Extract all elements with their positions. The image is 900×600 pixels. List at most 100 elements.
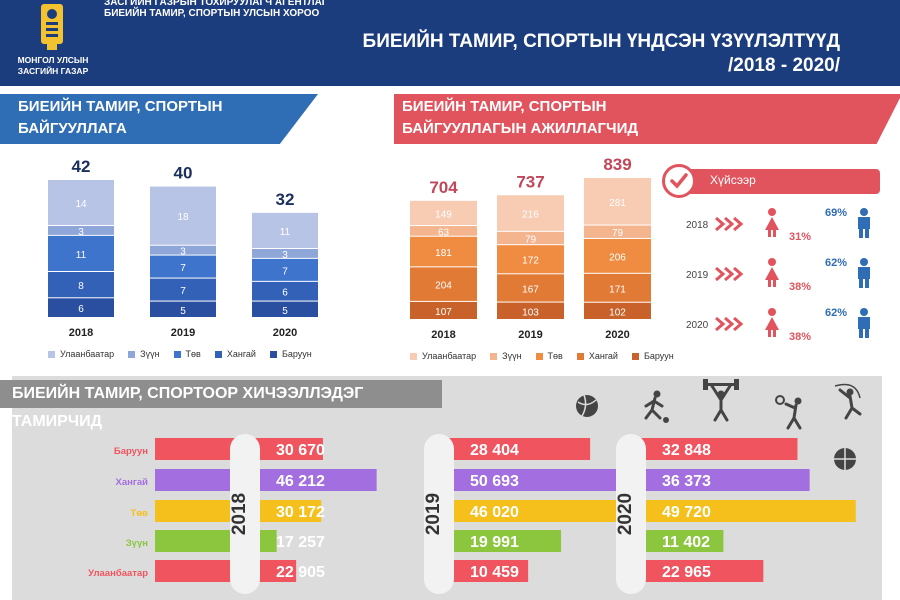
segment-value-label: 172	[522, 256, 539, 267]
x-tick-label: 2019	[171, 327, 195, 339]
female-icon	[765, 267, 779, 280]
segment-value-label: 14	[75, 199, 87, 210]
legend-swatch	[128, 351, 136, 359]
female-icon	[768, 308, 776, 316]
chevron-icon	[715, 216, 726, 232]
chevron-icon	[733, 266, 744, 282]
bar-segment	[48, 226, 114, 235]
segment-value-label: 63	[438, 227, 450, 238]
bar-segment	[252, 281, 318, 301]
legend-label: Зүүн	[140, 349, 160, 359]
staff-title-line2: БАЙГУУЛЛАГЫН АЖИЛЛАГЧИД	[402, 120, 639, 137]
male-icon	[860, 308, 868, 316]
bar-segment	[150, 186, 216, 245]
bar-segment	[252, 212, 318, 248]
header-bar	[0, 0, 900, 86]
legend-item: Баруун	[269, 349, 312, 359]
segment-value-label: 7	[180, 263, 186, 274]
female-icon	[768, 258, 776, 266]
segment-value-label: 8	[78, 281, 84, 292]
staff-banner: БИЕИЙН ТАМИР, СПОРТЫН БАЙГУУЛЛАГЫН АЖИЛЛ…	[394, 94, 900, 144]
chevron-icon	[724, 216, 735, 232]
legend-swatch	[490, 353, 498, 361]
gender-banner	[665, 169, 880, 194]
chevron-icon	[733, 316, 744, 332]
gender-year-label: 2018	[686, 220, 709, 231]
staff-stacked-bar-chart: 107 204 181 63 149 704 2018 103 167 172 79 216 737 20…	[410, 155, 651, 341]
page-title-line2: /2018 - 2020/	[728, 55, 840, 76]
orgs-title-line1: БИЕИЙН ТАМИР, СПОРТЫН	[18, 98, 223, 115]
athletes-bar	[622, 469, 810, 491]
female-icon	[765, 317, 779, 330]
bar-segment	[584, 225, 651, 238]
staff-title-line1: БИЕИЙН ТАМИР, СПОРТЫН	[402, 98, 607, 115]
athletes-bar	[430, 438, 591, 460]
segment-value-label: 6	[78, 304, 84, 315]
athletes-bar-chart: Баруун 30 670 28 404 32 848 Хангай 46 212 50 6…	[88, 434, 856, 594]
male-icon	[865, 229, 869, 238]
segment-value-label: 216	[522, 210, 539, 221]
segment-value-label: 204	[435, 281, 452, 292]
female-icon	[773, 280, 776, 287]
bar-segment	[410, 236, 477, 267]
athletes-bar	[430, 530, 562, 552]
bar-segment	[150, 245, 216, 255]
bar-total-label: 839	[603, 155, 631, 174]
gymnast-icon	[834, 383, 862, 420]
male-icon	[859, 279, 863, 288]
agency-line1: ЗАСГИЙН ГАЗРЫН ТОХИРУУЛАГЧ АГЕНТЛАГ	[104, 0, 328, 8]
legend-item: Улаанбаатар	[48, 349, 114, 359]
gov-label-line2: ЗАСГИЙН ГАЗАР	[17, 66, 89, 76]
female-icon	[773, 230, 776, 237]
segment-value-label: 5	[180, 306, 186, 317]
legend-swatch	[173, 351, 181, 359]
athletes-value-label: 49 720	[662, 504, 711, 521]
chevron-icon	[724, 266, 735, 282]
segment-value-label: 102	[609, 307, 626, 318]
year-pill	[424, 434, 454, 594]
bar-segment	[410, 267, 477, 301]
year-pill-label: 2018	[229, 493, 250, 535]
bar-segment	[150, 255, 216, 278]
gender-title: Хүйсээр	[710, 173, 756, 187]
region-label: Төв	[131, 508, 149, 519]
x-tick-label: 2020	[273, 327, 297, 339]
region-label: Хангай	[116, 477, 149, 488]
legend-swatch	[535, 353, 543, 361]
chevron-icon	[715, 316, 726, 332]
female-icon	[773, 330, 776, 337]
legend-label: Төв	[185, 349, 201, 359]
segment-value-label: 18	[177, 212, 189, 223]
athletes-value-label: 22 965	[662, 564, 711, 581]
orgs-legend: Улаанбаатар Зүүн Төв Хангай Баруун	[48, 349, 326, 359]
bar-total-label: 704	[429, 178, 458, 197]
segment-value-label: 149	[435, 209, 452, 220]
bar-segment	[410, 200, 477, 226]
page-title-line1: БИЕИЙН ТАМИР, СПОРТЫН ҮНДСЭН ҮЗҮҮЛЭЛТҮҮД	[362, 31, 840, 52]
segment-value-label: 281	[609, 198, 626, 209]
bar-segment	[410, 226, 477, 236]
staff-legend: Улаанбаатар Зүүн Төв Хангай Баруун	[410, 351, 688, 361]
athletes-value-label: 30 670	[276, 442, 325, 459]
segment-value-label: 79	[612, 228, 624, 239]
sport-icons	[576, 379, 862, 470]
x-tick-label: 2018	[431, 329, 455, 341]
volleyball-icon	[576, 394, 598, 417]
bar-segment	[497, 302, 564, 319]
orgs-title-line2: БАЙГУУЛЛАГА	[18, 120, 127, 137]
athletes-bar	[430, 469, 668, 491]
year-pill	[230, 434, 260, 594]
football-player-icon	[644, 390, 669, 423]
gender-year-label: 2019	[686, 270, 709, 281]
athletes-value-label: 32 848	[662, 442, 711, 459]
athletes-value-label: 17 257	[276, 534, 325, 551]
athletes-bar	[155, 560, 297, 582]
emblem-logo	[12, 0, 92, 86]
female-percent: 38%	[789, 331, 811, 343]
segment-value-label: 167	[522, 284, 539, 295]
legend-label: Хангай	[588, 351, 618, 361]
male-icon	[858, 267, 870, 279]
athletes-value-label: 10 459	[470, 564, 519, 581]
legend-item: Улаанбаатар	[410, 351, 476, 361]
athletes-value-label: 50 693	[470, 473, 519, 490]
